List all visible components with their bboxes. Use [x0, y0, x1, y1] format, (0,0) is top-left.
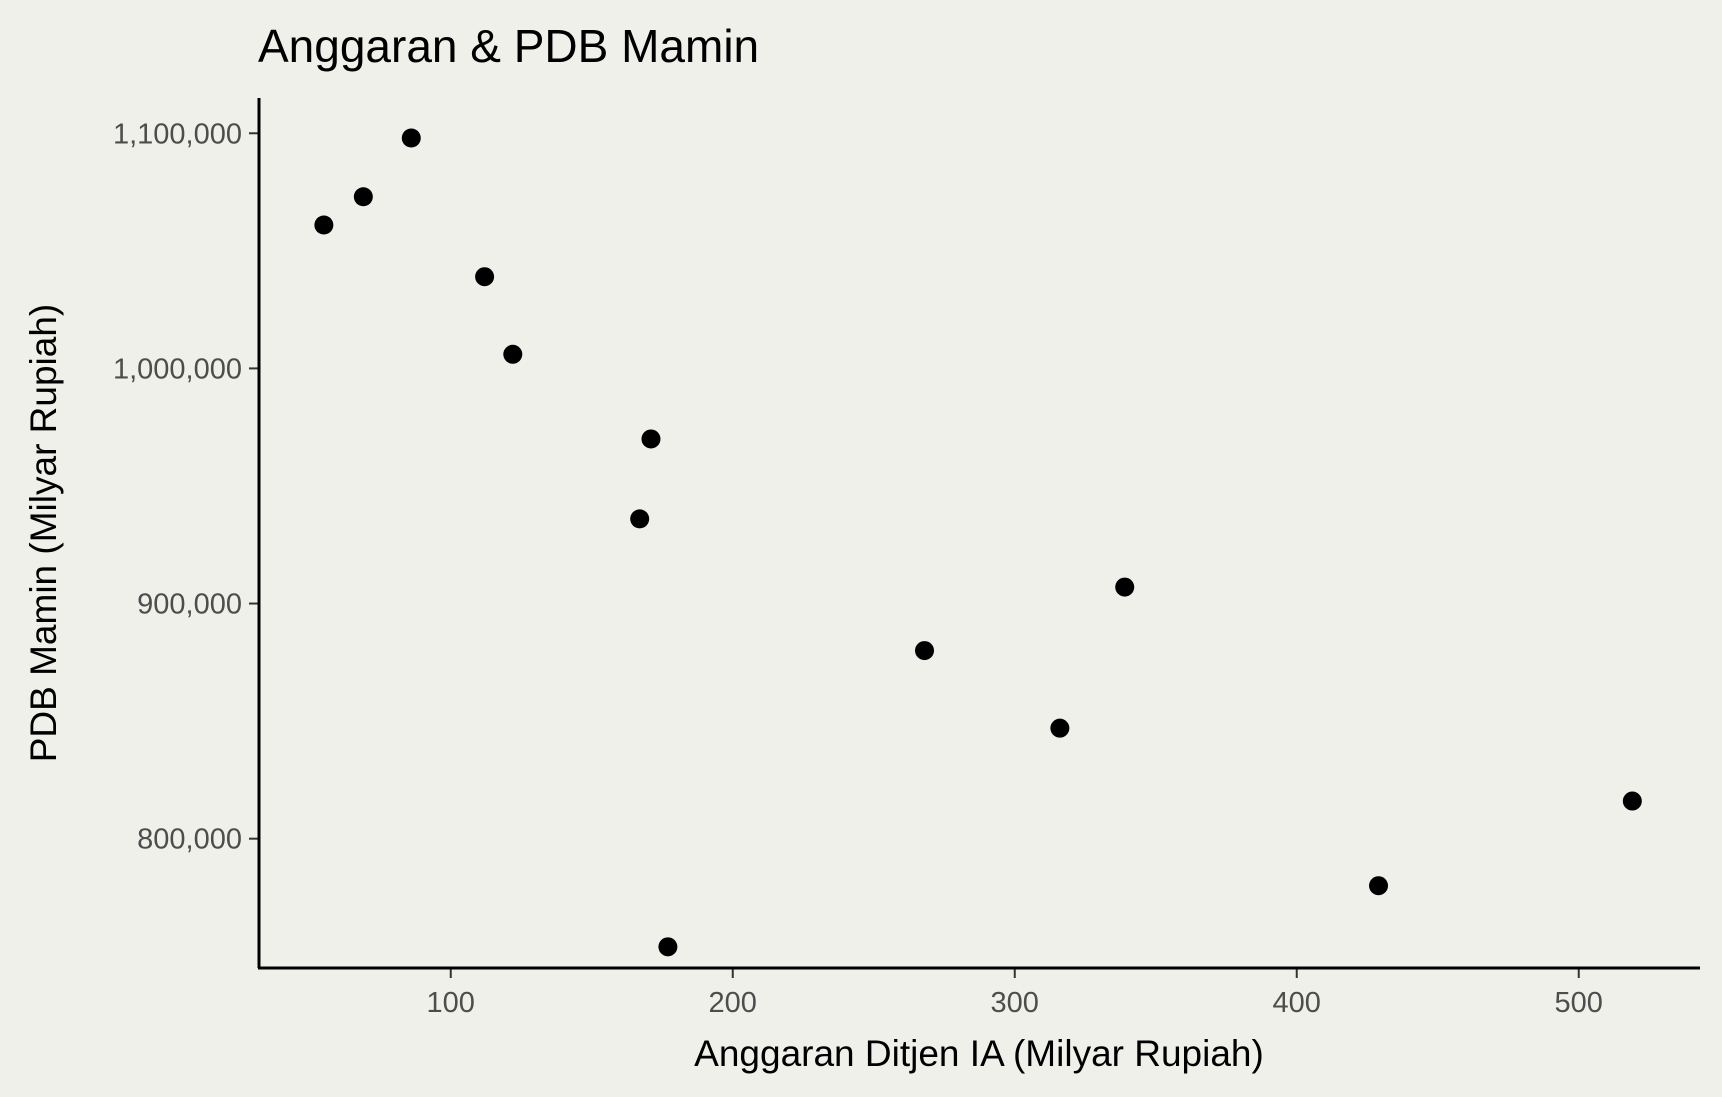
data-point	[1369, 876, 1389, 896]
data-point	[314, 215, 334, 235]
data-points	[314, 128, 1642, 957]
data-point	[401, 128, 421, 148]
data-point	[353, 187, 373, 207]
data-point	[1115, 577, 1135, 597]
data-point	[630, 509, 650, 529]
data-point	[658, 937, 678, 957]
y-axis-title: PDB Mamin (Milyar Rupiah)	[23, 304, 64, 763]
x-tick-label: 200	[709, 987, 757, 1019]
data-point	[641, 429, 661, 449]
chart-title: Anggaran & PDB Mamin	[258, 20, 759, 72]
y-tick-label: 1,000,000	[113, 353, 242, 385]
y-axis-ticks: 800,000 900,000 1,000,000 1,100,000	[113, 118, 259, 856]
data-point	[503, 344, 523, 364]
x-axis-title: Anggaran Ditjen IA (Milyar Rupiah)	[694, 1033, 1264, 1074]
data-point	[1622, 791, 1642, 811]
x-tick-label: 100	[427, 987, 475, 1019]
x-tick-label: 300	[991, 987, 1039, 1019]
x-tick-label: 500	[1555, 987, 1603, 1019]
x-axis-ticks: 100 200 300 400 500	[427, 968, 1603, 1019]
y-tick-label: 800,000	[137, 824, 242, 856]
data-point	[475, 267, 495, 287]
y-tick-label: 1,100,000	[113, 118, 242, 150]
x-tick-label: 400	[1273, 987, 1321, 1019]
data-point	[915, 641, 935, 661]
y-tick-label: 900,000	[137, 589, 242, 621]
data-point	[1050, 718, 1070, 738]
